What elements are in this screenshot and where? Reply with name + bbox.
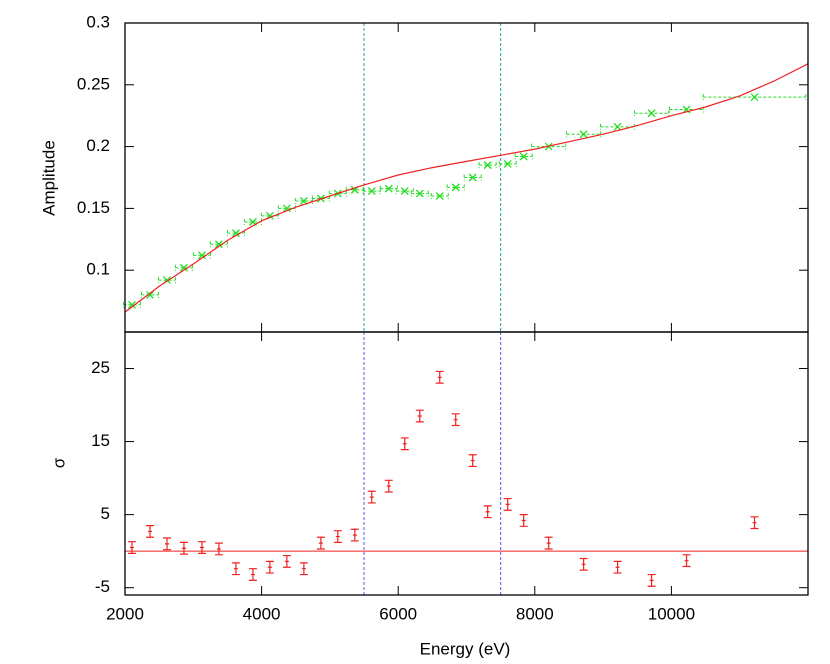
y-error-bar — [579, 557, 588, 571]
data-point — [750, 93, 759, 102]
y-error-bar — [214, 542, 223, 556]
y-error-bar — [468, 454, 477, 468]
data-point — [579, 130, 588, 139]
y-tick-label: 25 — [91, 358, 110, 377]
y-tick-label: 0.2 — [86, 136, 110, 155]
x-error-bar — [192, 252, 212, 259]
x-error-bar — [243, 218, 262, 225]
x-error-bar — [122, 301, 142, 308]
y-error-bar — [415, 409, 424, 423]
y-error-bar — [316, 536, 325, 550]
y-error-bar — [750, 516, 759, 530]
y-tick-label: -5 — [95, 577, 110, 596]
data-point — [179, 263, 188, 272]
y-tick-label: 0.15 — [77, 198, 110, 217]
x-error-bar — [328, 190, 347, 197]
x-axis-label: Energy (eV) — [420, 639, 511, 658]
data-point — [435, 192, 444, 200]
data-point — [128, 300, 136, 309]
x-error-bar — [140, 291, 160, 298]
x-tick-label: 8000 — [516, 604, 554, 623]
data-point — [198, 251, 206, 260]
y-error-bar — [503, 497, 512, 511]
fit-line — [124, 63, 809, 313]
data-point — [146, 290, 154, 299]
data-point — [384, 184, 393, 193]
data-point — [282, 204, 291, 213]
y-tick-label: 0.3 — [86, 12, 110, 31]
y-error-bar — [231, 562, 240, 576]
x-tick-label: 2000 — [106, 604, 144, 623]
x-error-bar — [463, 174, 482, 181]
y-error-bar — [384, 479, 393, 493]
y-error-bar — [179, 541, 188, 555]
y-error-bar — [544, 536, 553, 550]
y-error-bar — [367, 490, 376, 504]
data-point — [503, 159, 512, 168]
x-error-bar — [277, 205, 296, 212]
y-error-bar — [248, 568, 257, 581]
y-error-bar — [435, 370, 444, 384]
x-error-bar — [209, 241, 228, 248]
y-error-bar — [451, 413, 460, 427]
y-error-bar — [682, 554, 691, 568]
x-tick-label: 4000 — [243, 604, 281, 623]
y-error-bar — [299, 562, 308, 576]
x-tick-label: 6000 — [379, 604, 417, 623]
y-tick-label: 0.25 — [77, 74, 110, 93]
y-axis-label: σ — [49, 457, 68, 468]
y-error-bar — [163, 537, 172, 551]
y-error-bar — [519, 514, 528, 527]
y-error-bar — [350, 528, 359, 542]
y-tick-label: 0.1 — [86, 260, 110, 279]
plot-frame — [124, 331, 809, 596]
x-error-bar — [157, 277, 177, 284]
data-point — [647, 109, 656, 118]
y-error-bar — [265, 560, 274, 574]
data-point — [400, 187, 409, 196]
data-point — [613, 122, 622, 131]
data-point — [214, 240, 223, 249]
x-error-bar — [410, 190, 429, 197]
x-tick-label: 10000 — [648, 604, 695, 623]
x-error-bar — [430, 193, 449, 200]
y-error-bar — [127, 541, 136, 554]
y-axis-label: Amplitude — [39, 140, 58, 216]
y-error-bar — [145, 524, 154, 538]
x-error-bar — [446, 184, 465, 191]
x-error-bar — [498, 160, 517, 167]
y-error-bar — [197, 541, 206, 554]
y-error-bar — [282, 554, 291, 568]
y-error-bar — [613, 560, 622, 574]
y-tick-label: 15 — [91, 431, 110, 450]
y-tick-label: 5 — [101, 504, 110, 523]
data-point — [231, 229, 240, 238]
x-error-bar — [514, 153, 533, 160]
y-error-bar — [647, 573, 656, 587]
x-error-bar — [478, 162, 497, 169]
data-point — [519, 152, 528, 161]
data-point — [367, 187, 376, 196]
y-error-bar — [400, 437, 409, 451]
data-point — [483, 161, 492, 170]
x-error-bar — [174, 264, 193, 271]
data-point — [468, 173, 477, 182]
y-error-bar — [483, 505, 492, 519]
data-point — [451, 183, 460, 192]
y-error-bar — [333, 530, 342, 543]
data-point — [415, 189, 424, 198]
